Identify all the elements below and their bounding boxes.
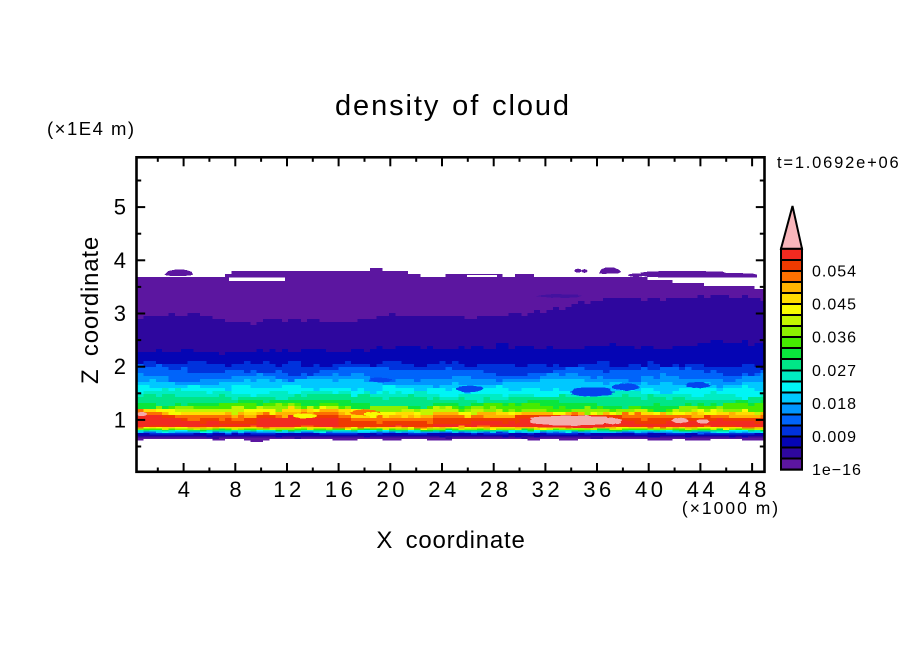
svg-text:t=1.0692e+06: t=1.0692e+06 [777,154,900,172]
svg-text:32: 32 [532,477,563,502]
svg-text:Z coordinate: Z coordinate [77,236,104,384]
svg-text:4: 4 [114,248,126,273]
svg-text:0.009: 0.009 [812,429,857,446]
svg-text:0.018: 0.018 [812,396,857,413]
svg-text:0.045: 0.045 [812,296,857,313]
svg-text:X coordinate: X coordinate [376,527,525,554]
svg-text:0.027: 0.027 [812,363,857,380]
svg-text:16: 16 [325,477,356,502]
svg-text:1: 1 [114,407,126,432]
svg-text:24: 24 [428,477,459,502]
svg-text:5: 5 [114,195,126,220]
svg-text:4: 4 [178,477,194,502]
svg-text:1e−16: 1e−16 [812,462,862,479]
svg-text:36: 36 [583,477,614,502]
svg-text:(×1000 m): (×1000 m) [682,498,780,518]
svg-text:48: 48 [738,477,769,502]
svg-text:12: 12 [273,477,304,502]
svg-text:0.036: 0.036 [812,330,857,347]
svg-text:40: 40 [635,477,666,502]
svg-text:28: 28 [480,477,511,502]
svg-text:20: 20 [377,477,408,502]
svg-text:3: 3 [114,301,126,326]
svg-text:(×1E4 m): (×1E4 m) [47,118,136,139]
svg-text:44: 44 [687,477,718,502]
svg-text:0.054: 0.054 [812,263,857,280]
svg-text:8: 8 [229,477,245,502]
svg-text:density of cloud: density of cloud [335,90,571,122]
svg-text:2: 2 [114,354,126,379]
